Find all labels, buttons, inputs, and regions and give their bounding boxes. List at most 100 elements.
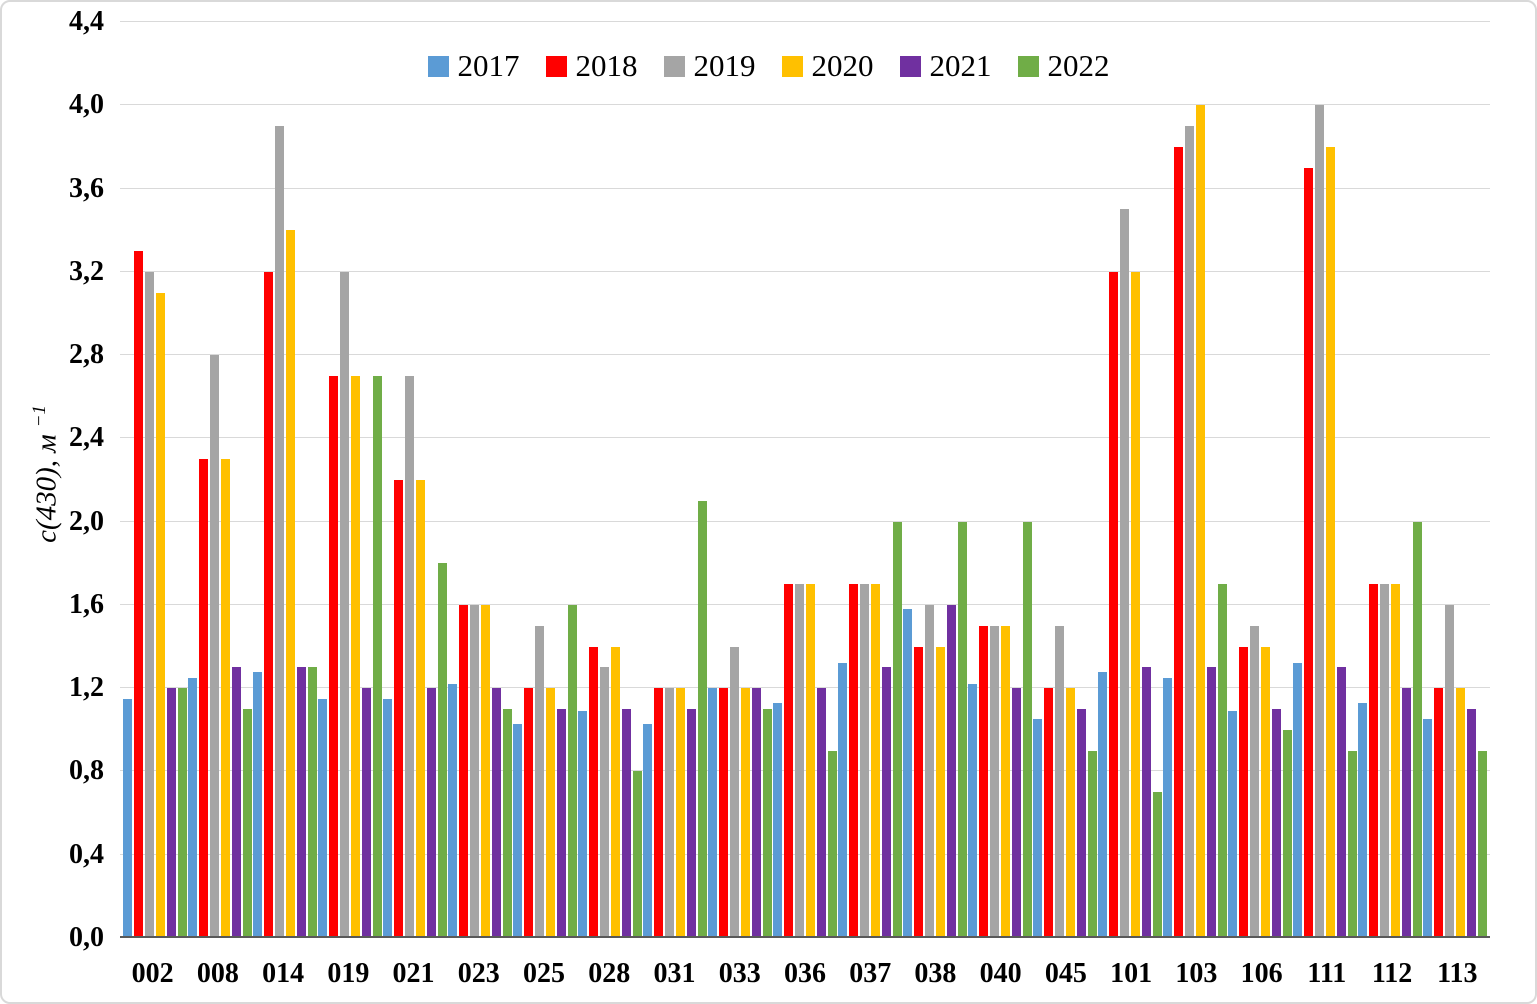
bar-2017-045: [1033, 719, 1043, 938]
bar-2017-101: [1098, 671, 1108, 938]
bar-2020-040: [1001, 625, 1011, 938]
bar-2018-101: [1109, 271, 1119, 938]
bar-2019-040: [990, 625, 1000, 938]
x-tick-label: 111: [1307, 958, 1347, 989]
bar-2018-113: [1434, 688, 1444, 938]
gridline: [120, 21, 1490, 22]
gridline: [120, 187, 1490, 189]
bar-2021-033: [751, 688, 761, 938]
bar-group-021: [382, 22, 447, 938]
bar-2022-033: [762, 709, 772, 938]
gridline: [120, 104, 1490, 106]
bar-2019-106: [1250, 625, 1260, 938]
bar-2021-036: [816, 688, 826, 938]
legend-swatch-icon: [663, 55, 685, 77]
bar-2017-008: [187, 677, 197, 938]
bar-2021-101: [1142, 667, 1152, 938]
gridline: [120, 520, 1490, 522]
bar-2022-002: [177, 688, 187, 938]
bar-group-002: [122, 22, 187, 938]
bar-2018-111: [1304, 167, 1314, 938]
gridline: [120, 270, 1490, 272]
y-axis-title: с(430), м −1: [20, 124, 63, 824]
bar-2020-031: [675, 688, 685, 938]
bar-2020-103: [1196, 105, 1206, 938]
bar-2017-040: [968, 684, 978, 938]
bar-2022-028: [632, 771, 642, 938]
bar-2018-014: [263, 271, 273, 938]
bar-2021-019: [361, 688, 371, 938]
bar-2020-101: [1131, 271, 1141, 938]
legend-label: 2018: [575, 48, 638, 83]
bar-2021-037: [882, 667, 892, 938]
bar-2020-111: [1326, 146, 1336, 938]
bar-2019-021: [404, 375, 414, 938]
bar-2021-023: [491, 688, 501, 938]
bar-2017-111: [1293, 663, 1303, 938]
x-tick-label: 112: [1371, 958, 1413, 989]
bar-group-111: [1293, 22, 1358, 938]
bar-2017-025: [512, 723, 522, 938]
bar-2022-025: [567, 604, 577, 938]
bar-2017-033: [707, 688, 717, 938]
x-tick-label: 014: [262, 958, 305, 989]
bar-2021-106: [1272, 709, 1282, 938]
bar-2021-008: [231, 667, 241, 938]
bar-2017-014: [252, 671, 262, 938]
bar-2019-008: [209, 355, 219, 938]
bar-2017-036: [772, 702, 782, 938]
legend-item-2019: 2019: [663, 48, 756, 84]
bar-2022-038: [958, 521, 968, 938]
bar-2018-025: [523, 688, 533, 938]
bar-2022-103: [1218, 584, 1228, 938]
x-tick-label: 028: [588, 958, 631, 989]
bar-2021-031: [686, 709, 696, 938]
x-tick-label: 002: [131, 958, 174, 989]
legend-label: 2020: [811, 48, 874, 83]
bar-2020-025: [545, 688, 555, 938]
bar-2019-037: [860, 584, 870, 938]
bar-2022-019: [372, 375, 382, 938]
x-tick-label: 021: [392, 958, 435, 989]
x-tick-label: 106: [1240, 958, 1283, 989]
legend-label: 2017: [457, 48, 520, 83]
bar-2022-014: [307, 667, 317, 938]
legend-item-2021: 2021: [899, 48, 992, 84]
y-tick-label: 0,8: [69, 755, 104, 787]
legend-swatch-icon: [545, 55, 567, 77]
legend-label: 2019: [693, 48, 756, 83]
bar-2021-103: [1207, 667, 1217, 938]
gridline: [120, 603, 1490, 605]
bar-2021-021: [426, 688, 436, 938]
bar-2017-037: [838, 663, 848, 938]
bar-group-031: [642, 22, 707, 938]
bar-2018-019: [328, 375, 338, 938]
y-tick-label: 0,0: [69, 922, 104, 953]
bar-2020-028: [610, 646, 620, 938]
bar-2020-014: [285, 230, 295, 938]
bar-2022-008: [242, 709, 252, 938]
bar-2021-038: [947, 604, 957, 938]
bar-2018-036: [783, 584, 793, 938]
bar-2018-106: [1239, 646, 1249, 938]
bar-2020-045: [1066, 688, 1076, 938]
bar-2020-021: [415, 480, 425, 938]
y-tick-label: 2,4: [69, 422, 104, 454]
bar-2019-014: [274, 126, 284, 938]
bar-group-019: [317, 22, 382, 938]
bar-2018-103: [1174, 146, 1184, 938]
gridline: [120, 853, 1490, 855]
bar-2018-002: [133, 251, 143, 938]
x-tick-label: 025: [523, 958, 566, 989]
bar-2017-023: [447, 684, 457, 938]
bar-group-023: [447, 22, 512, 938]
bar-2020-019: [350, 375, 360, 938]
bar-group-101: [1098, 22, 1163, 938]
bar-2017-113: [1423, 719, 1433, 938]
bar-2022-031: [697, 500, 707, 938]
bar-group-036: [772, 22, 837, 938]
legend-label: 2022: [1047, 48, 1110, 83]
legend: 2017 2018 2019 2020 2021 2022: [2, 48, 1535, 84]
x-tick-label: 033: [718, 958, 761, 989]
y-tick-label: 2,0: [69, 505, 104, 537]
